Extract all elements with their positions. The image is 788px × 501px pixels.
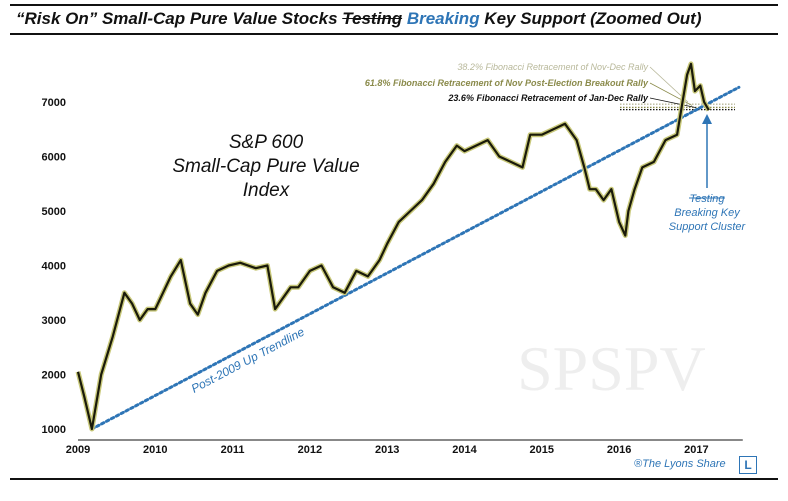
y-tick-label: 2000 [42,370,66,382]
x-tick-label: 2011 [221,444,245,456]
y-tick-label: 1000 [42,424,66,436]
title-struck-word: Testing [342,9,403,28]
fib-level-label: 23.6% Fibonacci Retracement of Jan-Dec R… [447,93,649,103]
fib-leader-line [649,97,697,109]
trendline [90,85,741,431]
x-tick-label: 2016 [607,444,631,456]
bottom-border [10,478,778,480]
x-tick-label: 2014 [452,444,477,456]
x-tick-label: 2017 [684,444,708,456]
price-series-line [76,62,710,431]
page-title: “Risk On” Small-Cap Pure Value Stocks Te… [16,9,776,29]
index-label-line: Small-Cap Pure Value [172,156,359,177]
trendline-label: Post-2009 Up Trendline [189,325,307,396]
title-part2: Key Support (Zoomed Out) [479,9,702,28]
lyons-logo: L [739,456,757,474]
callout-arrow-head [702,114,712,124]
y-tick-label: 6000 [42,152,66,164]
index-label-line: Index [243,180,291,201]
y-tick-label: 7000 [42,97,66,109]
x-tick-label: 2010 [143,444,167,456]
index-label-line: S&P 600 [229,132,304,153]
watermark-text: SPSPV [517,333,706,404]
x-tick-label: 2012 [298,444,322,456]
title-part1: “Risk On” Small-Cap Pure Value Stocks [16,9,343,28]
x-tick-label: 2013 [375,444,399,456]
x-tick-label: 2015 [530,444,554,456]
y-tick-label: 5000 [42,206,66,218]
title-blue-word: Breaking [406,9,480,28]
title-rule [10,33,778,35]
y-tick-label: 3000 [42,315,66,327]
fib-level-label: 61.8% Fibonacci Retracement of Nov Post-… [365,78,649,88]
y-tick-label: 4000 [42,261,66,273]
credit-text: ®The Lyons Share [634,458,726,470]
callout-text-line: Breaking Key [674,207,741,219]
top-border [10,4,778,6]
callout-text-line: Support Cluster [669,221,747,233]
callout-struck-word: Testing [689,193,725,205]
fib-level-label: 38.2% Fibonacci Retracement of Nov-Dec R… [457,62,648,72]
x-tick-label: 2009 [66,444,90,456]
